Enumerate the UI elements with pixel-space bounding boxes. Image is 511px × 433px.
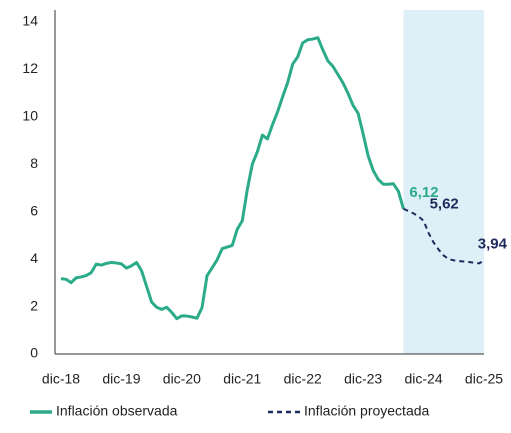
value-label: 3,94 <box>478 236 508 253</box>
y-tick-label: 4 <box>30 250 38 266</box>
legend-label: Inflación proyectada <box>304 403 430 419</box>
x-tick-label: dic-19 <box>102 371 140 387</box>
x-tick-label: dic-20 <box>163 371 201 387</box>
value-label: 6,12 <box>409 184 438 201</box>
x-tick-label: dic-22 <box>284 371 322 387</box>
y-tick-label: 6 <box>30 202 38 218</box>
y-tick-label: 8 <box>30 155 38 171</box>
series-line <box>403 207 485 265</box>
legend-label: Inflación observada <box>56 403 178 419</box>
y-tick-label: 12 <box>22 60 38 76</box>
series-line <box>60 36 405 321</box>
y-tick-label: 10 <box>22 108 38 124</box>
x-tick-label: dic-24 <box>405 371 443 387</box>
x-tick-label: dic-18 <box>42 371 80 387</box>
y-tick-label: 14 <box>22 13 38 29</box>
x-tick-label: dic-25 <box>465 371 503 387</box>
value-label: 5,62 <box>430 196 459 213</box>
x-tick-label: dic-23 <box>344 371 382 387</box>
forecast-region <box>403 10 484 354</box>
y-tick-label: 0 <box>30 345 38 361</box>
y-tick-label: 2 <box>30 297 38 313</box>
x-tick-label: dic-21 <box>223 371 261 387</box>
